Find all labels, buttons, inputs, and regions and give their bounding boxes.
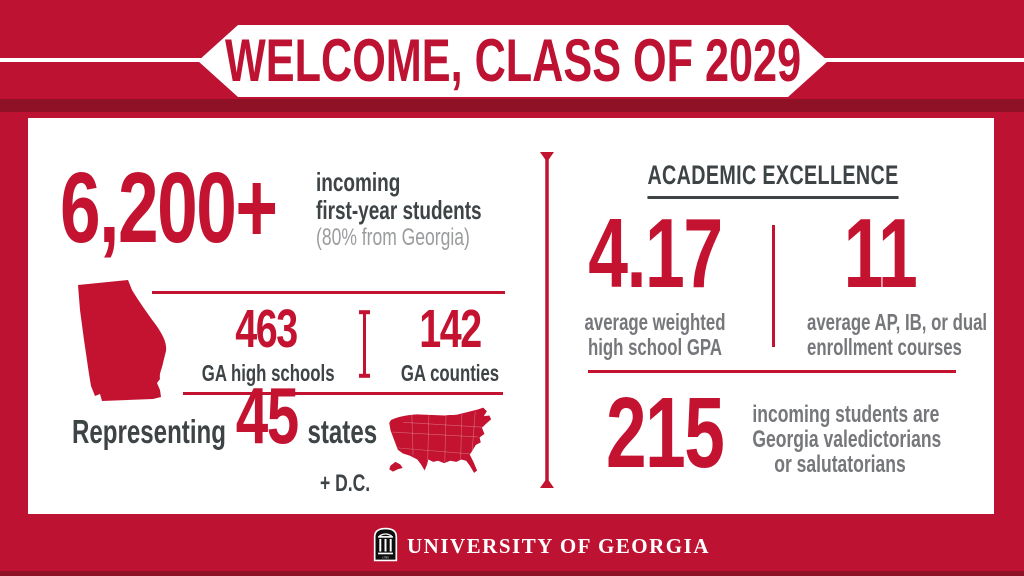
- gpa-value: 4.17: [588, 198, 723, 308]
- gpa-stat: 4.17 average weighted high school GPA: [555, 204, 755, 360]
- stat-separator-ibeam: [359, 310, 370, 378]
- representing-suffix: states: [307, 413, 378, 450]
- stats-divider-vertical: [772, 225, 775, 347]
- incoming-count: 6,200+: [60, 152, 278, 264]
- left-rule-bottom: [183, 392, 503, 395]
- panel-divider: [540, 152, 554, 488]
- ga-counties-label: GA counties: [400, 360, 500, 386]
- banner-shadow-band: [0, 99, 1024, 112]
- uga-arch-logo-icon: 1785: [373, 527, 398, 562]
- incoming-label-line1: incoming: [316, 167, 401, 197]
- content-panel: 6,200+ incoming first-year students (80%…: [28, 118, 994, 514]
- incoming-label-line3: (80% from Georgia): [316, 224, 470, 251]
- valedictorians-value: 215: [606, 377, 725, 489]
- states-count: 45: [235, 371, 299, 460]
- ga-high-schools-label: GA high schools: [201, 360, 335, 386]
- usa-map-icon: [389, 407, 492, 473]
- ga-counties-stat: 142 GA counties: [362, 302, 538, 387]
- stats-divider-horizontal: [588, 370, 956, 373]
- incoming-label-line2: first-year students: [316, 195, 482, 225]
- ap-courses-stat: 11 average AP, IB, or dual enrollment co…: [780, 198, 988, 360]
- welcome-banner: WELCOME, CLASS OF 2029: [198, 25, 828, 97]
- banner-title: WELCOME, CLASS OF 2029: [224, 27, 802, 94]
- ap-courses-value: 11: [843, 198, 918, 308]
- university-wordmark: UNIVERSITY OF GEORGIA: [407, 534, 710, 558]
- bottom-edge-shadow: [0, 571, 1024, 576]
- representing-prefix: Representing: [72, 413, 226, 450]
- incoming-label: incoming first-year students (80% from G…: [316, 168, 482, 252]
- ga-counties-value: 142: [419, 299, 482, 359]
- georgia-state-icon: [78, 280, 167, 401]
- representing-states-row: Representing 45 states: [72, 376, 378, 456]
- ap-courses-label: average AP, IB, or dual enrollment cours…: [807, 309, 988, 360]
- arch-year: 1785: [382, 556, 389, 560]
- academic-excellence-heading: ACADEMIC EXCELLENCE: [647, 160, 899, 199]
- ga-high-schools-stat: 463 GA high schools: [178, 302, 354, 387]
- ga-high-schools-value: 463: [235, 299, 298, 359]
- valedictorians-label: incoming students are Georgia valedictor…: [752, 401, 942, 478]
- academic-excellence-heading-box: ACADEMIC EXCELLENCE: [558, 160, 988, 199]
- left-rule-top: [152, 291, 505, 294]
- plus-dc-label: + D.C.: [320, 470, 371, 497]
- gpa-label: average weighted high school GPA: [584, 309, 726, 360]
